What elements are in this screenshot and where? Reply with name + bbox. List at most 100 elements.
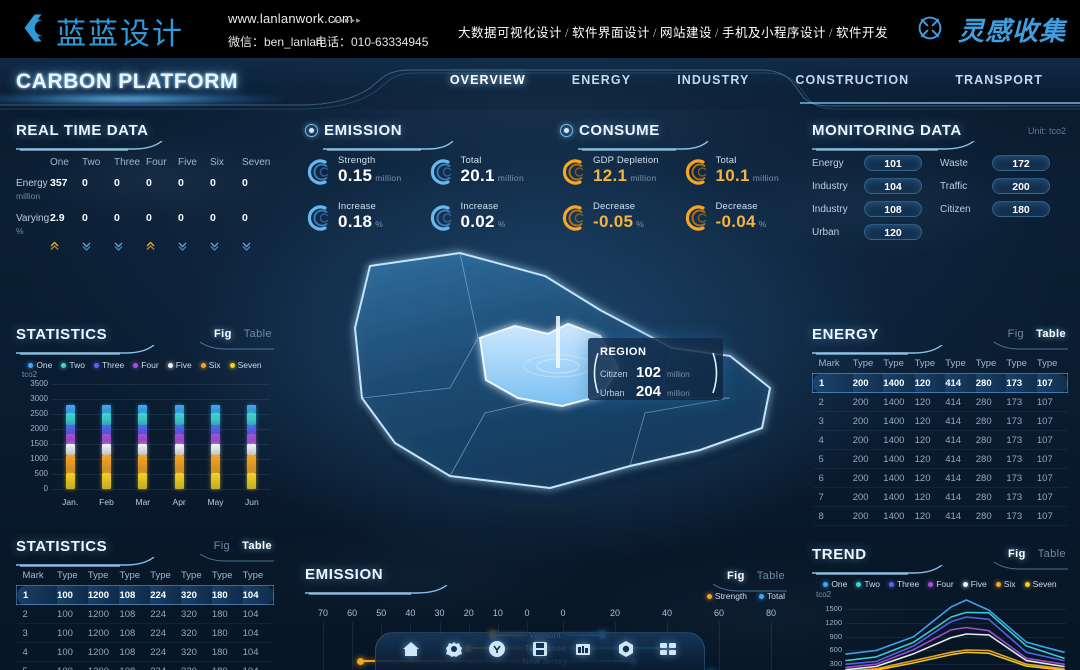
consume-kpi-label: Total — [715, 155, 737, 166]
energy-cell: 1400 — [883, 506, 915, 526]
nav-item-energy[interactable]: ENERGY — [571, 73, 632, 87]
emission-kpi-title: EMISSION — [305, 122, 550, 139]
rtd-arrow-cell — [50, 241, 82, 251]
nav-item-construction[interactable]: CONSTRUCTION — [795, 73, 910, 87]
rtd-label-text: Energy — [16, 178, 48, 189]
consume-kpi-value: 12.1 million — [593, 166, 659, 188]
statistics-gridline — [52, 399, 270, 400]
table-row[interactable]: 4 200 1400 120 414 280 173 107 — [812, 430, 1068, 450]
emission-kpi-item: Strength 0.15 million — [305, 155, 428, 188]
table-row[interactable]: 2 200 1400 120 414 280 173 107 — [812, 392, 1068, 412]
toggle-fig[interactable]: Fig — [1008, 548, 1026, 560]
statistics-gridline — [52, 384, 270, 385]
statistics-table-toggle[interactable]: Fig Table — [199, 540, 274, 562]
service-item: 网站建设 — [660, 26, 713, 40]
table-row[interactable]: 1 200 1400 120 414 280 173 107 — [811, 373, 1068, 393]
grid-apps-icon[interactable] — [658, 639, 678, 664]
emission-chart-toggle[interactable]: Fig Table — [713, 570, 787, 592]
target-icon[interactable] — [487, 639, 507, 664]
emission-kpi-label: Strength — [338, 155, 376, 166]
monitoring-data-panel: MONITORING DATA Unit: tco2 Energy 101 Wast… — [812, 122, 1068, 247]
statistics-bar-segment — [138, 405, 148, 413]
inspiration-logo-icon — [918, 16, 942, 40]
platform-header: CARBON PLATFORM OVERVIEW ENERGY INDUSTRY CO… — [0, 58, 1080, 110]
statistics-cell: 108 — [119, 642, 151, 662]
toggle-fig[interactable]: Fig — [214, 328, 232, 340]
statistics-bar-segment — [65, 405, 75, 413]
statistics-cell: 108 — [119, 604, 151, 624]
table-row[interactable]: 8 200 1400 120 414 280 173 107 — [812, 506, 1068, 526]
toggle-table[interactable]: Table — [1036, 328, 1066, 340]
rtd-row-wrap: Energy million 357 0 0 0 0 0 0 — [16, 177, 274, 203]
table-row[interactable]: 1 100 1200 108 224 320 180 104 — [16, 585, 274, 605]
energy-cell: 414 — [945, 430, 976, 450]
rtd-value-cells: 357 0 0 0 0 0 0 — [50, 177, 274, 189]
hexagon-icon[interactable] — [616, 639, 636, 664]
chart-bars-icon[interactable] — [573, 639, 593, 664]
rtd-column-header: Two — [82, 157, 101, 168]
consume-kpi-item: Decrease -0.04% — [683, 201, 806, 234]
statistics-bar-segment — [247, 454, 257, 474]
trend-gridline — [846, 664, 1066, 666]
statistics-table-title: STATISTICS — [16, 538, 108, 555]
consume-kpi-unit: million — [752, 173, 779, 183]
energy-table-toggle[interactable]: Fig Table — [993, 328, 1068, 350]
rtd-value: 357 — [50, 177, 68, 189]
energy-column-header: Type — [1036, 358, 1058, 369]
legend-label: Total — [767, 591, 785, 601]
consume-kpi-panel: CONSUME GDP Depletion 12.1 million Total 10.… — [560, 122, 805, 247]
table-row[interactable]: 4 100 1200 108 224 320 180 104 — [16, 642, 274, 662]
emission-kpi-label: Total — [460, 155, 482, 166]
toggle-table[interactable]: Table — [1037, 548, 1066, 560]
trend-chart-toggle[interactable]: Fig Table — [994, 548, 1068, 570]
table-row[interactable]: 2 100 1200 108 224 320 180 104 — [16, 604, 274, 624]
toggle-table[interactable]: Table — [242, 540, 272, 552]
rtd-cell: 0 — [82, 212, 114, 224]
statistics-bar-segment — [65, 424, 75, 435]
trend-legend-item: Two — [856, 579, 880, 589]
statistics-gridline — [52, 429, 270, 430]
table-row[interactable]: 3 200 1400 120 414 280 173 107 — [812, 411, 1068, 431]
nav-item-transport[interactable]: TRANSPORT — [955, 73, 1043, 87]
emission-right-tick: 40 — [661, 608, 673, 618]
toggle-fig[interactable]: Fig — [1007, 328, 1025, 340]
table-row[interactable]: 6 200 1400 120 414 280 173 107 — [812, 468, 1068, 488]
home-icon[interactable] — [401, 639, 421, 664]
table-row: Energy million 357 0 0 0 0 0 0 — [16, 177, 274, 203]
region-3d-map[interactable]: REGION Citizen 102 million Urban 204 million — [300, 238, 810, 538]
energy-cell: 1400 — [883, 373, 915, 393]
toggle-table[interactable]: Table — [243, 328, 272, 340]
toggle-fig[interactable]: Fig — [213, 540, 231, 552]
energy-cell: 107 — [1036, 430, 1068, 450]
table-row[interactable]: 7 200 1400 120 414 280 173 107 — [812, 487, 1068, 507]
statistics-y-tick: 1500 — [30, 439, 48, 448]
statistics-bar-segment — [65, 434, 75, 445]
save-disk-icon[interactable] — [530, 639, 550, 664]
rtd-cell: 0 — [242, 177, 274, 189]
energy-cell: 3 — [812, 411, 853, 431]
rtd-arrow-cell — [210, 241, 242, 251]
nav-item-overview[interactable]: OVERVIEW — [449, 73, 526, 87]
swirl-icon — [685, 204, 706, 231]
rtd-label-unit: % — [16, 226, 24, 236]
energy-cell: 200 — [852, 411, 884, 431]
main-nav: OVERVIEW ENERGY INDUSTRY CONSTRUCTION TRANSP… — [427, 73, 1066, 87]
emission-kpi-unit: % — [497, 219, 506, 229]
table-row[interactable]: 5 200 1400 120 414 280 173 107 — [812, 449, 1068, 469]
energy-cell: 173 — [1006, 449, 1037, 469]
nav-item-industry[interactable]: INDUSTRY — [677, 73, 750, 87]
table-row[interactable]: 51001200108224320180104 — [16, 661, 274, 670]
title-underline — [323, 141, 454, 151]
settings-gear-icon[interactable] — [444, 639, 464, 664]
statistics-gridline — [52, 414, 270, 415]
statistics-bar-segment — [174, 444, 184, 455]
toggle-fig[interactable]: Fig — [727, 570, 745, 582]
swirl-icon — [685, 158, 706, 185]
statistics-chart-toggle[interactable]: Fig Table — [200, 328, 274, 350]
statistics-bar-segment — [138, 444, 148, 455]
chevron-up-icon — [146, 241, 155, 250]
tooltip-right-bracket — [712, 353, 718, 393]
consume-kpi-title: CONSUME — [560, 122, 805, 139]
toggle-table[interactable]: Table — [756, 570, 785, 582]
table-row[interactable]: 3 100 1200 108 224 320 180 104 — [16, 623, 274, 643]
